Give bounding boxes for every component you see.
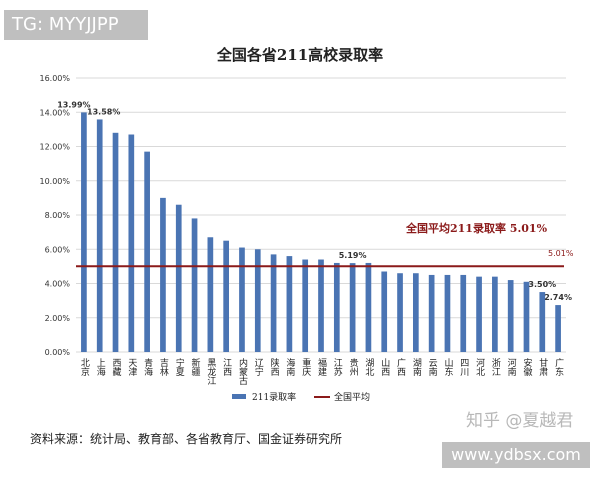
bar xyxy=(128,134,135,352)
bar xyxy=(412,273,419,352)
y-tick-label: 4.00% xyxy=(45,280,71,289)
x-tick-label: 天津 xyxy=(126,358,137,377)
bar xyxy=(476,276,482,352)
x-tick-label: 海南 xyxy=(284,357,295,376)
x-tick-label: 辽宁 xyxy=(253,358,264,376)
x-tick-label: 黑龙江 xyxy=(205,358,216,386)
y-tick-label: 16.00% xyxy=(39,74,70,83)
x-tick-label: 广西 xyxy=(395,357,406,377)
bar xyxy=(539,292,546,352)
average-annotation: 全国平均211录取率 5.01% xyxy=(405,221,548,235)
zhihu-watermark: 知乎 @夏越君 xyxy=(466,411,574,431)
bar xyxy=(349,263,356,352)
data-label: 13.58% xyxy=(87,107,120,116)
data-label: 5.19% xyxy=(339,251,367,260)
grid-lines xyxy=(76,77,566,353)
average-line-group: 全国平均211录取率 5.01% 5.01% xyxy=(76,221,574,268)
x-tick-label: 福建 xyxy=(316,357,327,377)
bars xyxy=(81,112,561,352)
bar xyxy=(175,204,182,352)
legend-label: 211录取率 xyxy=(252,391,296,403)
data-labels: 13.99%13.58% 5.19% 3.50% 2.74% xyxy=(57,100,572,302)
y-tick-label: 0.00% xyxy=(45,348,71,357)
bar xyxy=(207,237,214,352)
x-tick-label: 河北 xyxy=(474,357,485,377)
bar xyxy=(81,112,87,352)
source-note: 资料来源：统计局、教育部、各省教育厅、国金证券研究所 xyxy=(30,432,343,446)
y-tick-label: 6.00% xyxy=(45,245,71,254)
bar xyxy=(302,259,309,352)
x-tick-label: 重庆 xyxy=(300,357,311,377)
x-tick-label: 四川 xyxy=(458,358,469,376)
bar xyxy=(523,281,530,352)
x-tick-label: 贵州 xyxy=(348,357,359,376)
x-tick-label: 湖南 xyxy=(411,358,422,376)
x-tick-label: 西藏 xyxy=(111,358,122,377)
y-tick-label: 12.00% xyxy=(39,143,70,152)
bar xyxy=(96,119,103,352)
bar xyxy=(381,271,388,352)
x-tick-label: 山西 xyxy=(379,358,390,377)
x-tick-label: 安徽 xyxy=(521,357,532,377)
x-tick-label: 吉林 xyxy=(158,358,169,377)
data-label: 13.99% xyxy=(57,100,90,109)
data-label: 3.50% xyxy=(528,280,556,289)
x-tick-label: 新疆 xyxy=(190,357,201,377)
bar xyxy=(365,262,372,352)
bar xyxy=(270,254,277,352)
x-tick-label: 青海 xyxy=(142,357,153,377)
site-badge: www.ydbsx.com xyxy=(442,442,590,468)
x-tick-label: 云南 xyxy=(427,358,438,376)
x-tick-label: 北京 xyxy=(79,358,90,377)
x-tick-label: 宁夏 xyxy=(174,357,185,376)
x-tick-label: 山东 xyxy=(442,358,453,376)
x-tick-label: 陕西 xyxy=(269,357,280,377)
x-axis-labels: 北京 上海 西藏 天津 青海 吉林 宁夏 新疆 黑龙江 江西 内蒙古 辽宁 陕西 海南 重庆 福建 江苏 贵州 湖北… xyxy=(79,357,564,386)
bar xyxy=(507,280,514,352)
x-tick-label: 广东 xyxy=(553,357,564,376)
y-tick-label: 10.00% xyxy=(39,177,70,186)
bar xyxy=(444,274,451,352)
bar xyxy=(397,273,403,352)
chart-title: 全国各省211高校录取率 xyxy=(216,46,383,64)
bar xyxy=(144,151,150,352)
bar xyxy=(555,305,561,352)
x-tick-label: 湖北 xyxy=(363,358,374,377)
bar xyxy=(492,276,498,352)
y-tick-label: 2.00% xyxy=(45,314,71,323)
average-end-label: 5.01% xyxy=(548,249,574,258)
telegram-badge: TG: MYYJJPP xyxy=(4,10,148,40)
bar xyxy=(223,240,230,352)
bar xyxy=(191,218,198,352)
bar xyxy=(286,256,293,352)
x-tick-label: 内蒙古 xyxy=(237,357,248,386)
x-tick-label: 甘肃 xyxy=(537,357,548,377)
legend-label: 全国平均 xyxy=(334,391,370,403)
y-tick-label: 8.00% xyxy=(45,211,71,220)
bar xyxy=(254,249,261,352)
bar xyxy=(160,197,166,352)
x-tick-label: 浙江 xyxy=(490,357,501,377)
bar xyxy=(112,132,119,352)
bar xyxy=(428,274,435,352)
y-tick-label: 14.00% xyxy=(39,108,70,117)
legend-swatch-bar xyxy=(232,394,246,399)
x-tick-label: 上海 xyxy=(95,358,106,377)
y-axis-ticks: 0.00% 2.00% 4.00% 6.00% 8.00% 10.00% 12.00% 14.… xyxy=(39,74,70,357)
x-tick-label: 江苏 xyxy=(332,358,343,377)
bar xyxy=(333,262,340,352)
bar xyxy=(239,247,245,352)
x-tick-label: 河南 xyxy=(506,357,517,376)
x-tick-label: 江西 xyxy=(221,358,232,377)
bar xyxy=(460,274,467,352)
bar xyxy=(318,259,324,352)
data-label: 2.74% xyxy=(544,293,572,302)
legend: 211录取率 全国平均 xyxy=(232,391,370,403)
